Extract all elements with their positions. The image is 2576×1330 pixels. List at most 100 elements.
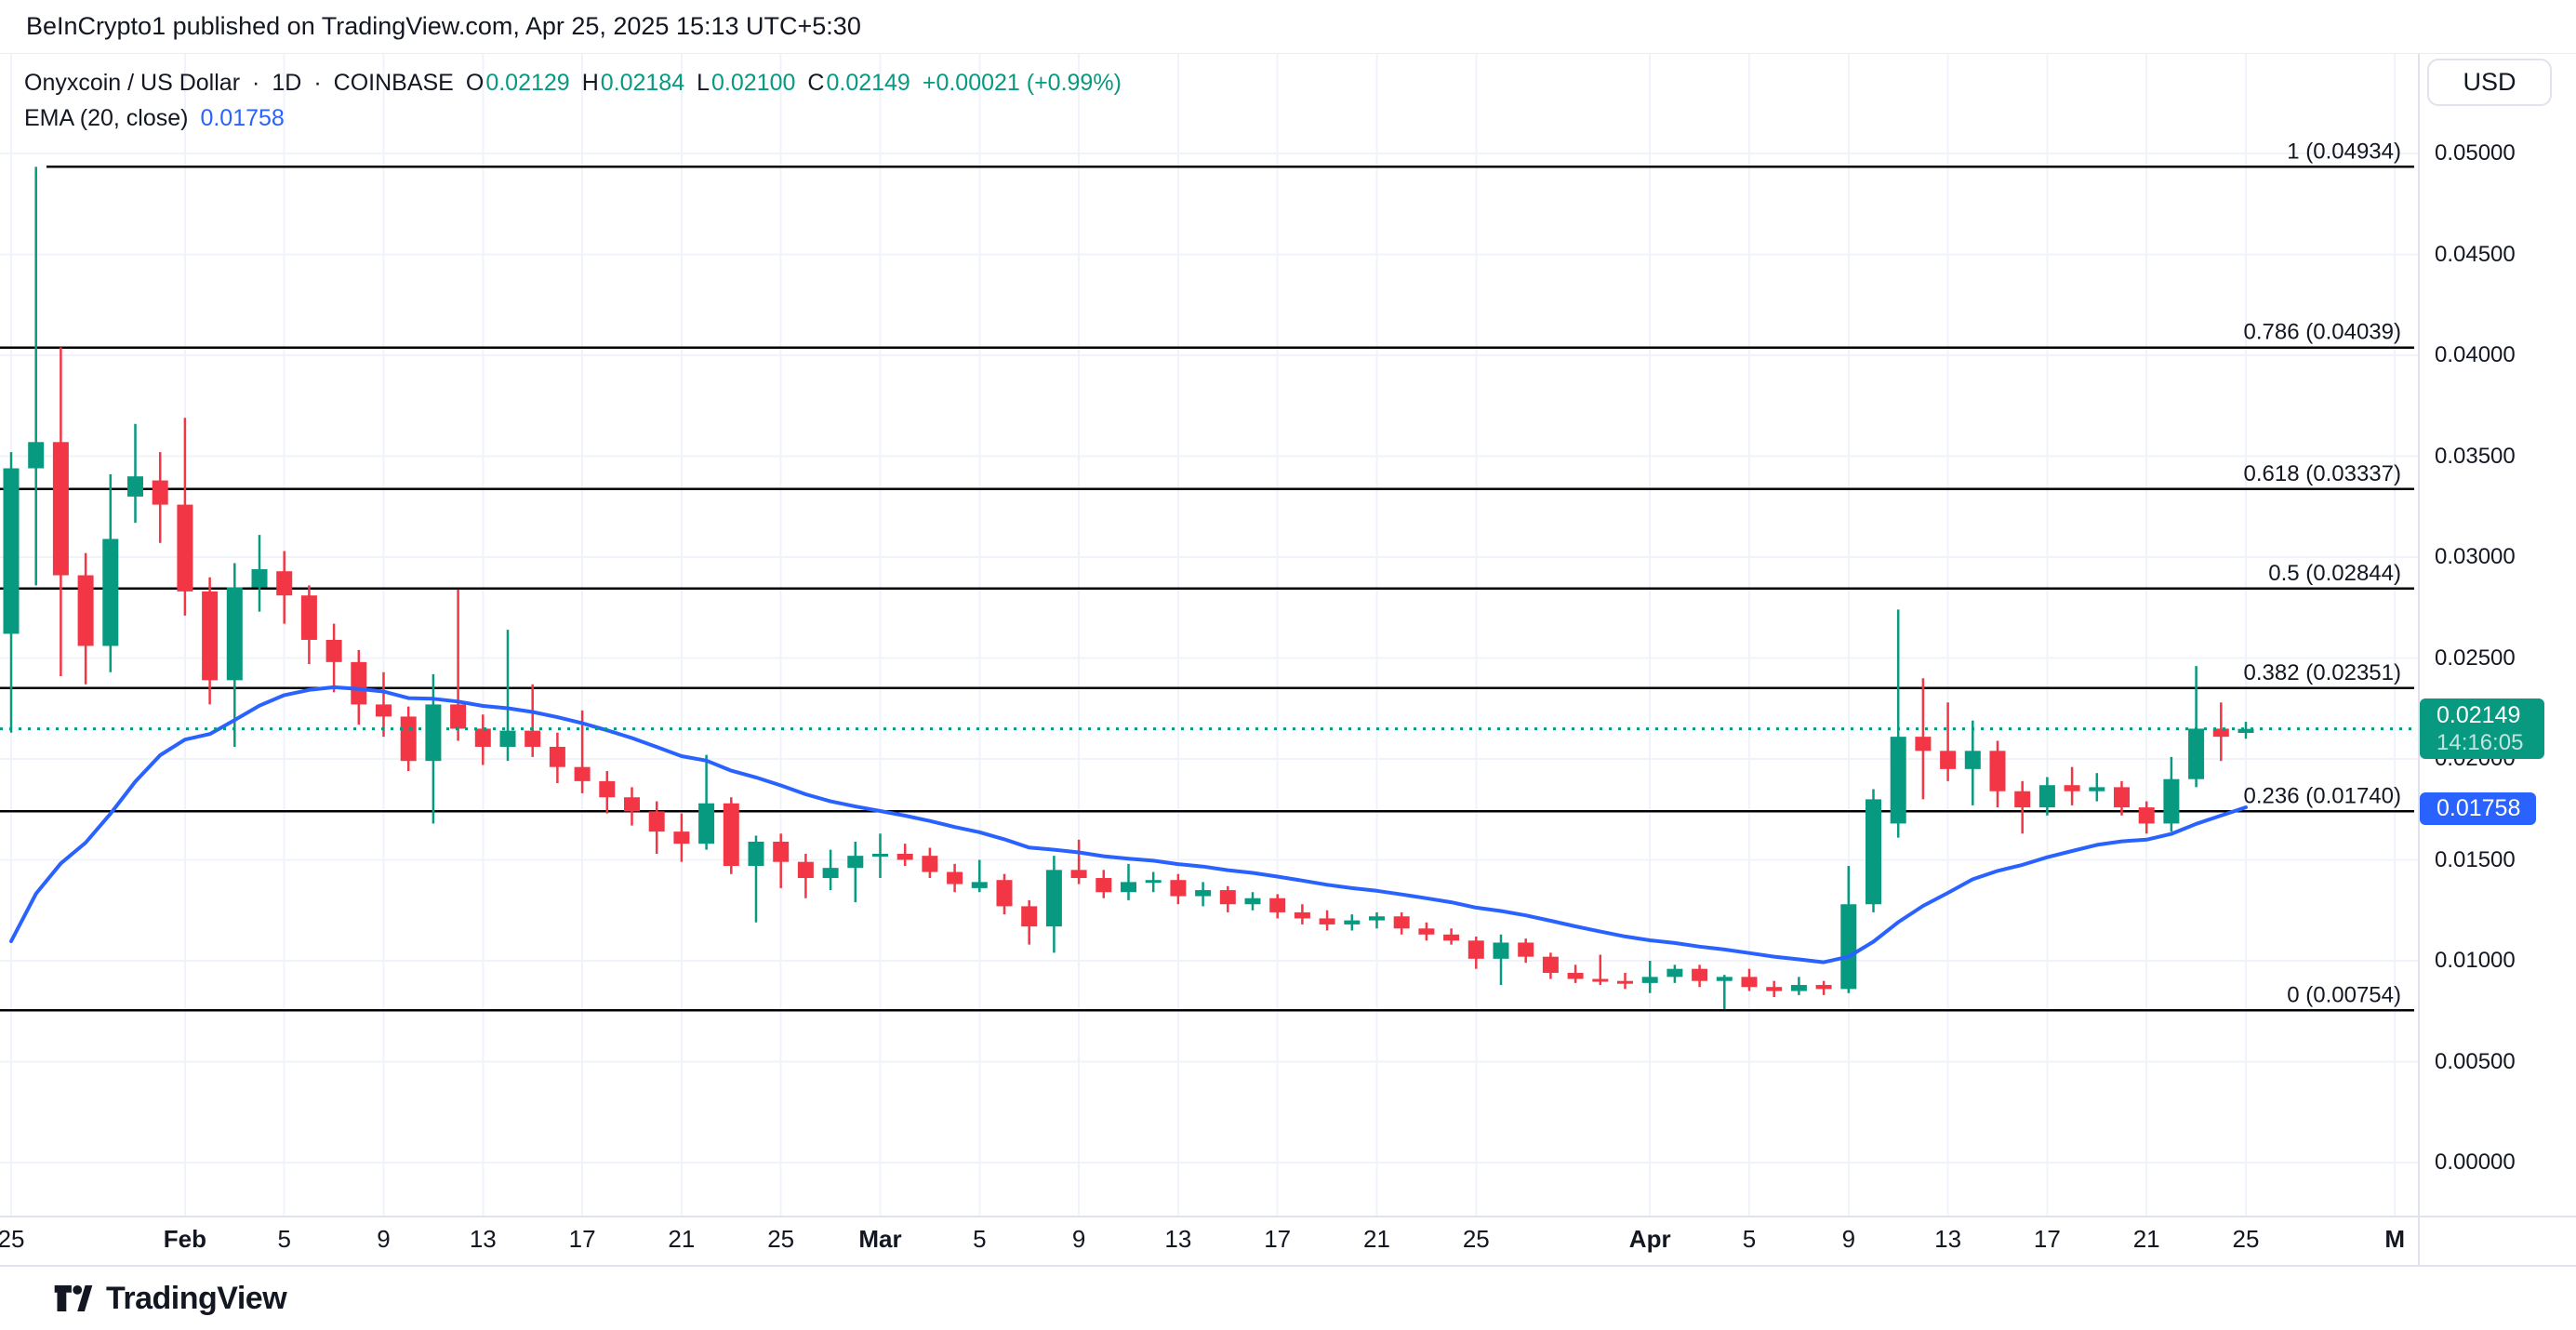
low-value: 0.02100 xyxy=(711,69,796,96)
attribution-text: BeInCrypto1 published on TradingView.com… xyxy=(26,12,861,40)
ohlc-low: L 0.02100 xyxy=(697,70,795,97)
candle-body xyxy=(499,730,516,747)
candle-body xyxy=(450,704,467,729)
high-value: 0.02184 xyxy=(600,69,685,96)
tradingview-logo-text: TradingView xyxy=(106,1280,287,1316)
candle-body xyxy=(797,861,814,879)
open-value: 0.02129 xyxy=(485,69,570,96)
ohlc-high: H 0.02184 xyxy=(582,70,684,97)
price-axis-label: 0.03500 xyxy=(2435,443,2516,469)
candle-body xyxy=(1866,799,1881,905)
exchange-label: COINBASE xyxy=(333,69,454,96)
candle-body xyxy=(177,504,193,592)
candle-body xyxy=(1369,916,1385,921)
candle-body xyxy=(226,587,243,681)
fib-level-label: 0.786 (0.04039) xyxy=(2244,320,2401,345)
candle-body xyxy=(1666,968,1683,978)
candle-body xyxy=(872,853,888,857)
ema-indicator-label[interactable]: EMA (20, close) xyxy=(24,104,189,131)
candle-body xyxy=(1269,898,1286,912)
candle-body xyxy=(2038,785,2055,808)
candle-body xyxy=(648,811,665,832)
price-axis[interactable]: USD 0.05000 0.04500 0.04000 0.03500 0.03000 0… xyxy=(2418,54,2576,1266)
candle-body xyxy=(673,831,690,845)
price-axis-label: 0.01000 xyxy=(2435,948,2516,973)
candle-body xyxy=(127,476,143,497)
candle-body xyxy=(1467,940,1484,959)
candle-body xyxy=(1195,890,1212,897)
candle-body xyxy=(2212,728,2229,738)
symbol-title[interactable]: Onyxcoin / US Dollar xyxy=(24,69,241,96)
candle-body xyxy=(276,571,293,596)
candlestick-plot[interactable]: 1 (0.04934) 0.786 (0.04039) 0.618 (0.03337… xyxy=(0,54,2418,1216)
candle-body xyxy=(896,853,913,860)
candle-body xyxy=(1641,977,1658,983)
close-label: C xyxy=(807,69,825,96)
time-axis-label: 17 xyxy=(568,1225,596,1253)
candle-body xyxy=(1518,942,1534,957)
candle-body xyxy=(1790,985,1807,991)
time-axis-label: 5 xyxy=(277,1225,291,1253)
candle-body xyxy=(1567,973,1584,979)
ohlc-open: O 0.02129 xyxy=(466,70,570,97)
candle-body xyxy=(300,595,317,640)
candle-body xyxy=(1418,928,1435,935)
current-price-badge: 0.02149 14:16:05 xyxy=(2420,698,2544,759)
candle-body xyxy=(1741,977,1758,988)
time-axis-label: 5 xyxy=(1742,1225,1757,1253)
price-axis-label: 0.00500 xyxy=(2435,1048,2516,1074)
price-axis-label: 0.04000 xyxy=(2435,342,2516,367)
time-axis-label: Feb xyxy=(163,1225,207,1253)
time-axis-label: Mar xyxy=(858,1225,902,1253)
time-axis-label: 25 xyxy=(0,1225,25,1253)
candle-body xyxy=(1542,956,1559,974)
candle-body xyxy=(1592,978,1609,982)
time-axis-label: 9 xyxy=(1841,1225,1856,1253)
candle-body xyxy=(1617,980,1633,984)
candle-body xyxy=(773,841,790,862)
candle-body xyxy=(1493,942,1509,959)
ohlc-close: C 0.02149 xyxy=(807,70,910,97)
candle-body xyxy=(376,704,392,717)
ema-indicator-value: 0.01758 xyxy=(200,104,285,131)
time-axis-label: 13 xyxy=(469,1225,497,1253)
candle-body xyxy=(28,442,45,469)
low-label: L xyxy=(697,69,710,96)
tradingview-logo[interactable]: TradingView xyxy=(54,1280,287,1317)
candle-body xyxy=(698,803,715,845)
candle-body xyxy=(1940,751,1957,769)
candle-body xyxy=(524,730,541,747)
candle-body xyxy=(3,468,20,634)
candle-body xyxy=(1443,934,1460,941)
time-axis-label: 17 xyxy=(1264,1225,1292,1253)
candle-body xyxy=(1319,918,1335,924)
fib-level-label: 1 (0.04934) xyxy=(2287,139,2401,164)
candle-body xyxy=(1716,977,1733,981)
fib-level-label: 0 (0.00754) xyxy=(2287,982,2401,1007)
candle-body xyxy=(2163,778,2180,824)
candle-body xyxy=(549,746,565,767)
candle-body xyxy=(822,868,839,879)
candle-body xyxy=(1219,890,1236,905)
candle-body xyxy=(947,871,963,884)
candle-body xyxy=(1145,880,1162,884)
time-axis[interactable]: 25 Feb 5 9 13 17 21 25 Mar 5 9 13 17 21 25 Apr 5 9 13 17 21 2… xyxy=(0,1217,2418,1266)
currency-button[interactable]: USD xyxy=(2427,59,2552,106)
change-value: +0.00021 (+0.99%) xyxy=(922,69,1122,96)
candle-body xyxy=(251,569,268,588)
interval-label[interactable]: 1D xyxy=(272,69,302,96)
ema-line xyxy=(9,685,2248,964)
candle-body xyxy=(2089,787,2105,791)
candle-body xyxy=(599,780,616,798)
candle-body xyxy=(325,639,342,662)
open-label: O xyxy=(465,69,485,96)
time-axis-label: M xyxy=(2384,1225,2406,1253)
price-axis-label: 0.03000 xyxy=(2435,544,2516,569)
attribution-bar: BeInCrypto1 published on TradingView.com… xyxy=(0,0,2576,53)
candle-body xyxy=(971,882,988,888)
candle-body xyxy=(102,539,119,646)
fib-level-label: 0.236 (0.01740) xyxy=(2244,783,2401,808)
chart-widget: 1 (0.04934) 0.786 (0.04039) 0.618 (0.03337… xyxy=(0,53,2576,1266)
currency-button-label: USD xyxy=(2463,68,2516,96)
candle-body xyxy=(1964,751,1981,769)
